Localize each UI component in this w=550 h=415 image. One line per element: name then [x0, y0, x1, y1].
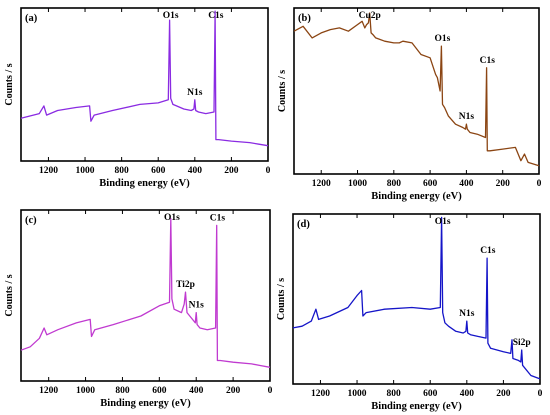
plot-frame [20, 209, 271, 382]
x-tick-label: 800 [115, 166, 130, 176]
spectrum-line [20, 10, 269, 147]
x-tick-label: 1200 [39, 166, 58, 176]
x-tick-label: 800 [387, 179, 402, 189]
y-axis-label: Counts / s [277, 70, 288, 112]
x-tick-label: 1200 [39, 386, 58, 396]
x-tick-label: 200 [224, 166, 239, 176]
x-tick-label: 600 [423, 179, 438, 189]
plot-frame [20, 7, 269, 162]
peak-label: N1s [459, 112, 475, 122]
x-tick-label: 400 [459, 179, 474, 189]
x-tick-label: 600 [151, 166, 166, 176]
peak-label: O1s [164, 213, 180, 223]
x-tick-label: 0 [538, 389, 543, 399]
x-tick-label: 0 [537, 179, 542, 189]
x-tick-label: 600 [152, 386, 167, 396]
x-tick-label: 1000 [348, 389, 367, 399]
x-tick-label: 1000 [348, 179, 367, 189]
peak-label: N1s [459, 309, 475, 319]
x-axis-label: Binding energy (eV) [100, 398, 191, 409]
panel-a: 1200 1000 800 600 400 200 0 Binding energy (eV)… [4, 7, 271, 189]
peak-label: Cu2p [359, 11, 381, 21]
x-tick-label: 200 [496, 389, 511, 399]
x-tick-label: 0 [268, 386, 273, 396]
peak-label: O1s [435, 34, 451, 44]
x-axis-label: Binding energy (eV) [371, 401, 462, 412]
x-tick-label: 400 [188, 166, 203, 176]
x-tick-label: 200 [226, 386, 241, 396]
panel-label: (d) [297, 219, 310, 230]
x-tick-label: 400 [460, 389, 475, 399]
peak-label: N1s [187, 88, 203, 98]
peak-label: N1s [189, 301, 205, 311]
peak-label: O1s [435, 217, 451, 227]
x-tick-label: 1000 [76, 166, 95, 176]
peak-label: C1s [210, 213, 226, 223]
x-tick-label: 800 [387, 389, 402, 399]
x-tick-label: 0 [266, 166, 271, 176]
peak-label: Si2p [513, 338, 531, 348]
x-tick-label: 200 [496, 179, 511, 189]
plot-frame [292, 213, 541, 385]
peak-label: O1s [163, 11, 179, 21]
panel-d: 1200 1000 800 600 400 200 0 Binding energy (eV)… [276, 213, 543, 412]
x-axis-label: Binding energy (eV) [371, 191, 462, 202]
x-tick-label: 800 [115, 386, 130, 396]
x-tick-label: 1200 [312, 179, 331, 189]
peak-label: C1s [208, 11, 224, 21]
panel-label: (c) [25, 215, 37, 226]
x-tick-label: 400 [189, 386, 204, 396]
x-axis-label: Binding energy (eV) [99, 178, 190, 189]
panel-label: (a) [25, 13, 38, 24]
x-tick-label: 600 [423, 389, 438, 399]
spectrum-line [292, 216, 541, 380]
y-axis-label: Counts / s [276, 278, 287, 320]
panel-b: 1200 1000 800 600 400 200 0 Binding energy (eV)… [277, 7, 542, 202]
peak-label: Ti2p [176, 280, 195, 290]
plot-frame [293, 7, 540, 175]
spectrum-line [20, 217, 271, 368]
y-axis-label: Counts / s [4, 274, 15, 316]
peak-label: C1s [480, 246, 496, 256]
panel-label: (b) [298, 13, 311, 24]
x-tick-label: 1200 [311, 389, 330, 399]
panel-c: 1200 1000 800 600 400 200 0 Binding energy (eV)… [4, 209, 273, 409]
x-tick-label: 1000 [76, 386, 95, 396]
spectrum-line [293, 12, 540, 167]
y-axis-label: Counts / s [4, 63, 15, 105]
peak-label: C1s [480, 56, 496, 66]
